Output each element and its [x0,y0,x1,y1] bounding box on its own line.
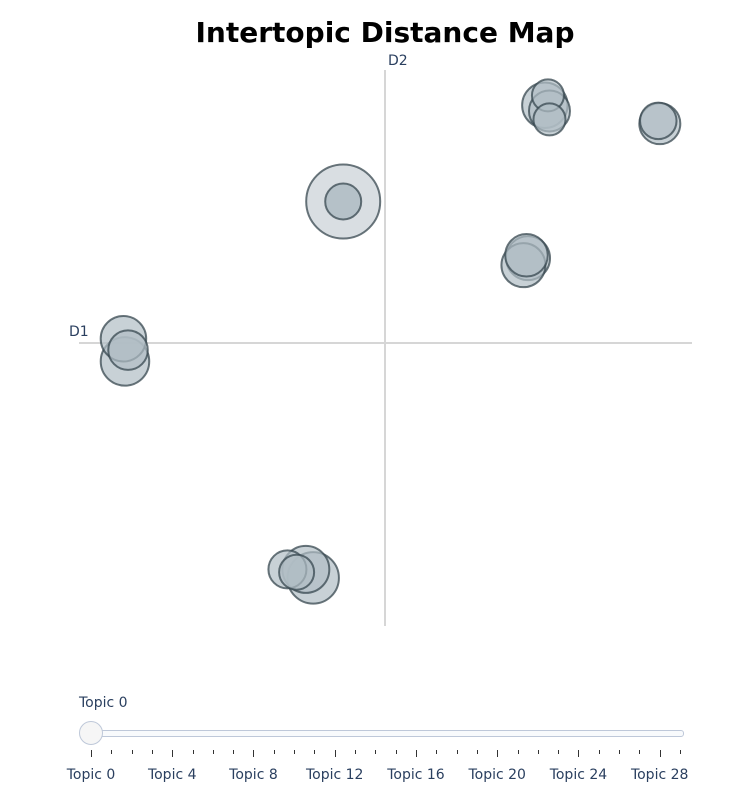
slider-tick [212,750,214,754]
slider-tick [294,750,296,754]
slider-tick [253,750,255,757]
slider-tick [314,750,316,754]
slider-tick-label: Topic 4 [147,767,197,783]
slider-tick [111,750,113,754]
slider-tick [497,750,499,757]
slider-tick [334,750,336,757]
slider-tick [436,750,438,754]
chart-title: Intertopic Distance Map [195,16,575,49]
slider-tick-label: Topic 20 [468,767,526,783]
slider-current-value: Topic 0 [79,695,128,711]
slider-rail[interactable] [91,730,684,737]
slider-tick [172,750,174,757]
topic-marker-14[interactable] [532,102,567,137]
slider-tick-label: Topic 8 [229,767,278,783]
slider-tick [659,750,661,757]
markers-layer [99,78,682,605]
slider-tick [395,750,397,754]
slider-tick [415,750,417,757]
slider-handle[interactable] [79,721,103,745]
topic-marker-3[interactable] [504,233,549,278]
slider-tick [355,750,357,754]
axes-layer: D1 D2 [69,53,692,626]
slider-tick [375,750,377,754]
topic-marker-6[interactable] [107,329,149,371]
axis-d1-label: D1 [69,324,89,340]
slider-tick [578,750,580,757]
slider-tick [537,750,539,754]
slider-tick [151,750,153,754]
slider-tick [131,750,133,754]
slider-ticks: Topic 0 Topic 4 Topic 8 Topic 12 Topic 16 Top… [0,750,734,790]
selected-topic-inner-marker [324,182,363,221]
slider-tick [680,750,681,754]
slider-tick [233,750,235,754]
slider-tick [639,750,641,754]
slider-tick-label: Topic 24 [549,767,608,783]
slider-tick [456,750,458,754]
slider-tick [91,750,92,757]
intertopic-plot: D1 D2 [69,53,692,626]
slider-tick-label: Topic 12 [305,767,364,783]
slider-tick [558,750,560,754]
slider-tick [598,750,600,754]
axis-d2-label: D2 [388,53,408,69]
slider-tick [517,750,519,754]
slider-tick [476,750,478,754]
slider-tick-label: Topic 28 [630,767,689,783]
topic-marker-10[interactable] [278,553,316,591]
slider-tick [192,750,194,754]
slider-tick [619,750,621,754]
slider-tick [273,750,275,754]
slider-tick-label: Topic 16 [387,767,445,783]
topic-slider[interactable]: Topic 0 Topic 0 Topic 4 Topic 8 Topic 12 Top… [0,690,734,790]
slider-tick-label: Topic 0 [66,767,116,783]
topic-marker-16[interactable] [639,101,678,141]
